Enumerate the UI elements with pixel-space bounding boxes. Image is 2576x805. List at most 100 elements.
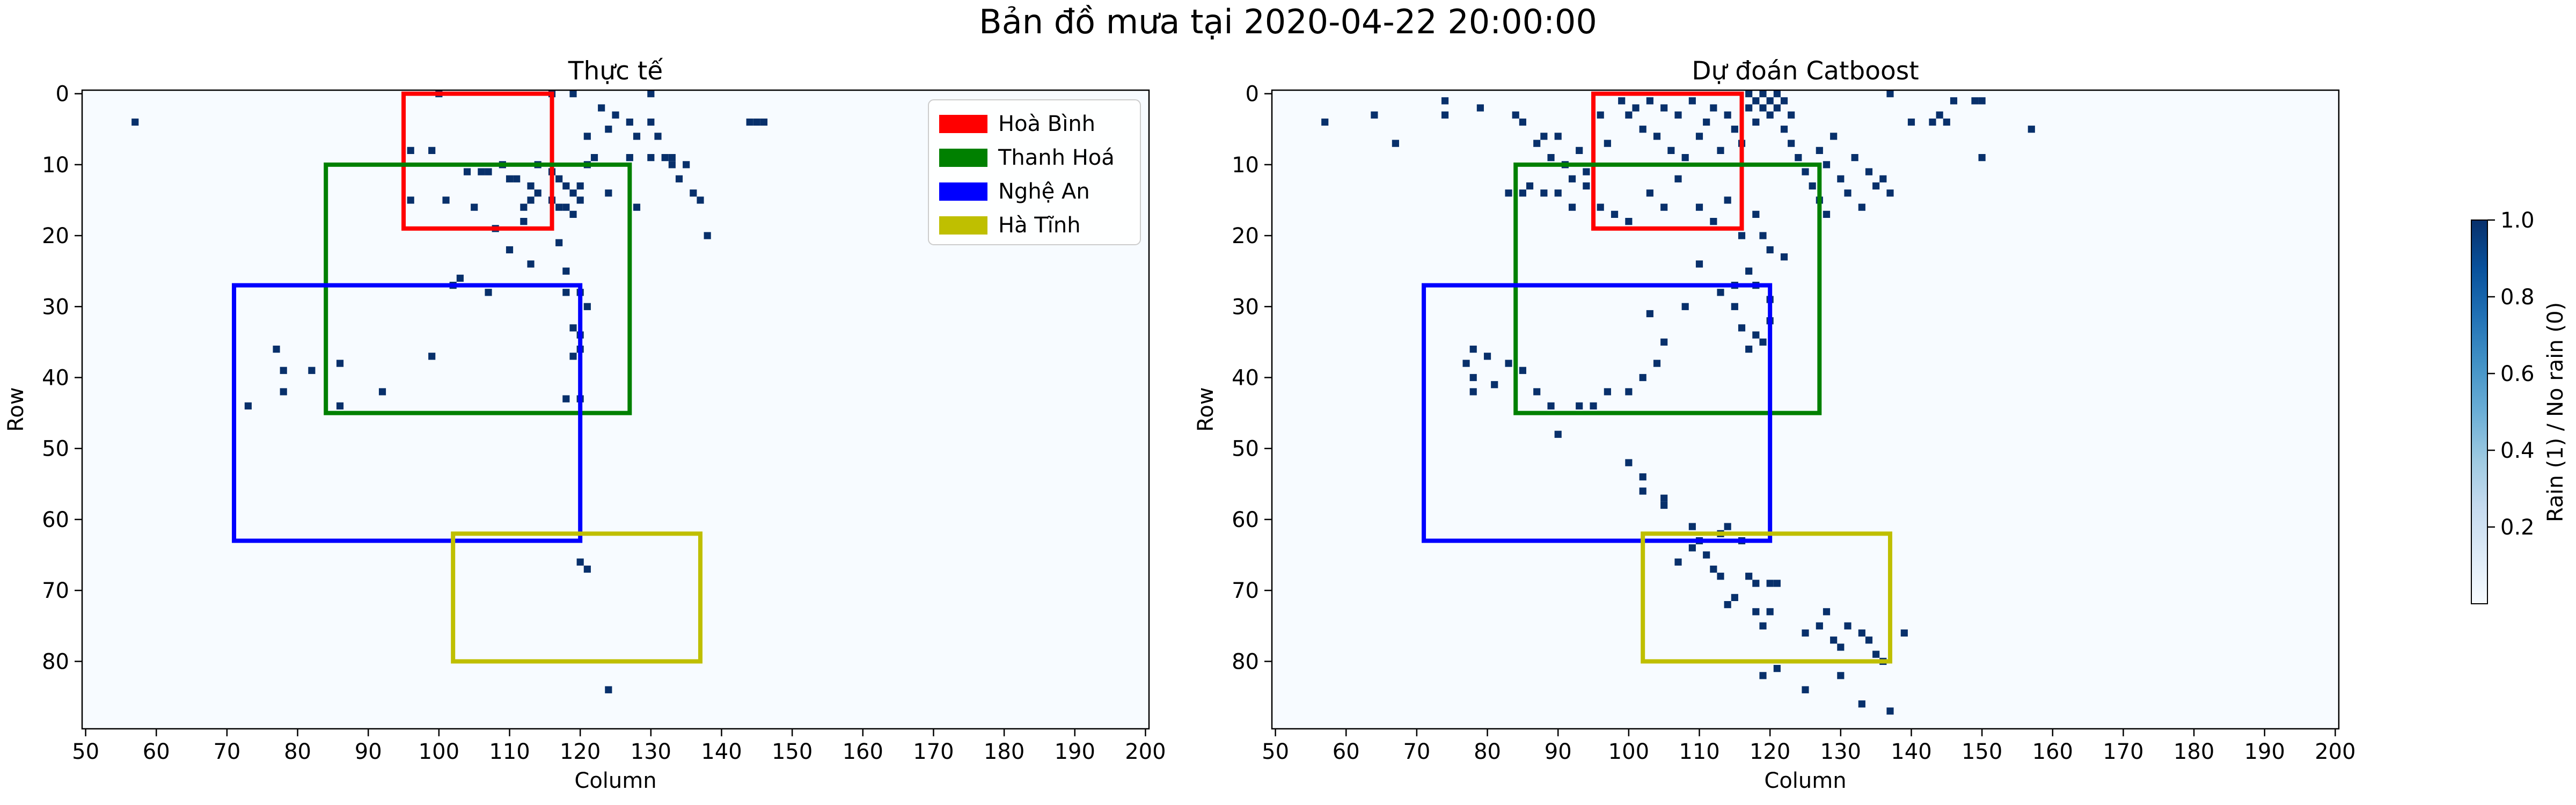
rain-cell xyxy=(378,388,386,396)
y-tick-label: 80 xyxy=(1232,649,1259,674)
rain-cell xyxy=(1759,90,1767,98)
x-tick-label: 130 xyxy=(1820,740,1861,764)
rain-cell xyxy=(1505,189,1512,197)
rain-cell xyxy=(1646,310,1653,318)
rain-cell xyxy=(1469,374,1477,382)
rain-cell xyxy=(626,154,633,162)
rain-cell xyxy=(1745,90,1753,98)
rain-cell xyxy=(1583,168,1590,175)
rain-cell xyxy=(654,133,662,140)
rain-cell xyxy=(1886,189,1894,197)
rain-cell xyxy=(1660,203,1668,211)
rain-cell xyxy=(1929,118,1936,126)
rain-cell xyxy=(1823,608,1831,616)
y-tick-label: 60 xyxy=(42,508,69,532)
legend-label: Hà Tĩnh xyxy=(998,213,1081,238)
heatmap-background xyxy=(1272,90,2339,729)
legend-label: Hoà Bình xyxy=(998,112,1095,136)
rain-cell xyxy=(683,161,690,169)
rain-cell xyxy=(1646,97,1653,105)
rain-cell xyxy=(647,90,655,98)
rain-cell xyxy=(1695,133,1703,140)
legend-swatch xyxy=(939,182,987,201)
rain-cell xyxy=(1837,672,1845,679)
rain-cell xyxy=(1321,118,1329,126)
rain-cell xyxy=(746,118,753,126)
rain-cell xyxy=(1568,203,1576,211)
rain-cell xyxy=(1759,232,1767,239)
rain-cell xyxy=(1681,303,1689,310)
rain-cell xyxy=(336,402,344,409)
rain-cell xyxy=(280,367,287,374)
rain-cell xyxy=(1632,104,1640,112)
rain-cell xyxy=(534,189,541,197)
rain-cell xyxy=(1568,175,1576,182)
x-tick-label: 180 xyxy=(2174,740,2214,764)
rain-cell xyxy=(407,196,414,204)
rain-cell xyxy=(1724,196,1731,204)
rain-cell xyxy=(1766,246,1774,254)
rain-cell xyxy=(583,565,591,573)
rain-cell xyxy=(463,168,471,175)
region-box xyxy=(451,531,702,664)
region-box xyxy=(1591,91,1744,231)
rain-cell xyxy=(1554,430,1562,438)
x-tick-label: 110 xyxy=(489,740,530,764)
rain-cell xyxy=(1717,147,1724,154)
rain-cell xyxy=(1519,118,1526,126)
colorbar-tick-label: 0.8 xyxy=(2500,285,2535,310)
rain-cell xyxy=(1759,672,1767,679)
rain-cell xyxy=(1872,182,1880,190)
rain-cell xyxy=(1752,331,1760,339)
rain-cell xyxy=(478,168,485,175)
rain-cell xyxy=(569,353,577,360)
rain-cell xyxy=(1646,189,1653,197)
figure-title: Bản đồ mưa tại 2020-04-22 20:00:00 xyxy=(979,2,1597,41)
rain-cell xyxy=(1604,140,1611,147)
x-tick-label: 90 xyxy=(1545,740,1572,764)
rain-cell xyxy=(1611,210,1619,218)
rain-cell xyxy=(1660,501,1668,509)
rain-cell xyxy=(513,175,521,182)
y-tick-label: 10 xyxy=(42,153,69,178)
rain-cell xyxy=(1590,402,1597,409)
x-tick-label: 120 xyxy=(560,740,601,764)
rain-cell xyxy=(1802,629,1809,637)
rain-cell xyxy=(1681,154,1689,162)
rain-cell xyxy=(520,218,528,225)
x-tick-label: 90 xyxy=(355,740,382,764)
rain-cell xyxy=(1688,544,1696,552)
rain-cell xyxy=(1731,594,1738,601)
x-tick-label: 50 xyxy=(72,740,99,764)
rain-cell xyxy=(1695,203,1703,211)
rain-cell xyxy=(1618,97,1626,105)
rain-cell xyxy=(1392,140,1399,147)
rain-cell xyxy=(1886,707,1894,715)
rain-cell xyxy=(1469,346,1477,353)
rain-cell xyxy=(1512,111,1519,119)
x-tick-label: 100 xyxy=(1608,740,1649,764)
rain-cell xyxy=(1653,133,1661,140)
rain-cell xyxy=(1710,565,1717,573)
region-box xyxy=(1513,162,1822,415)
legend-label: Nghệ An xyxy=(998,179,1090,204)
y-tick-label: 40 xyxy=(42,366,69,391)
rain-cell xyxy=(456,274,464,282)
rain-cell xyxy=(633,133,641,140)
rain-cell xyxy=(428,147,436,154)
panel-title: Thực tế xyxy=(568,56,663,86)
rain-cell xyxy=(428,353,436,360)
y-tick-label: 80 xyxy=(42,649,69,674)
colorbar: 0.2 0.4 0.6 0.8 1.0 Rain (1) / No rain (0) xyxy=(2471,208,2568,604)
rain-cell xyxy=(562,267,570,275)
rain-cell xyxy=(244,402,252,409)
rain-cell xyxy=(1872,650,1880,658)
rain-cell xyxy=(1660,494,1668,502)
rain-cell xyxy=(1554,133,1562,140)
rain-cell xyxy=(1491,381,1498,389)
rain-cell xyxy=(1978,97,1986,105)
colorbar-gradient xyxy=(2471,219,2488,604)
colorbar-label: Rain (1) / No rain (0) xyxy=(2543,302,2568,522)
rain-cell xyxy=(1441,111,1449,119)
rain-cell xyxy=(1667,147,1675,154)
